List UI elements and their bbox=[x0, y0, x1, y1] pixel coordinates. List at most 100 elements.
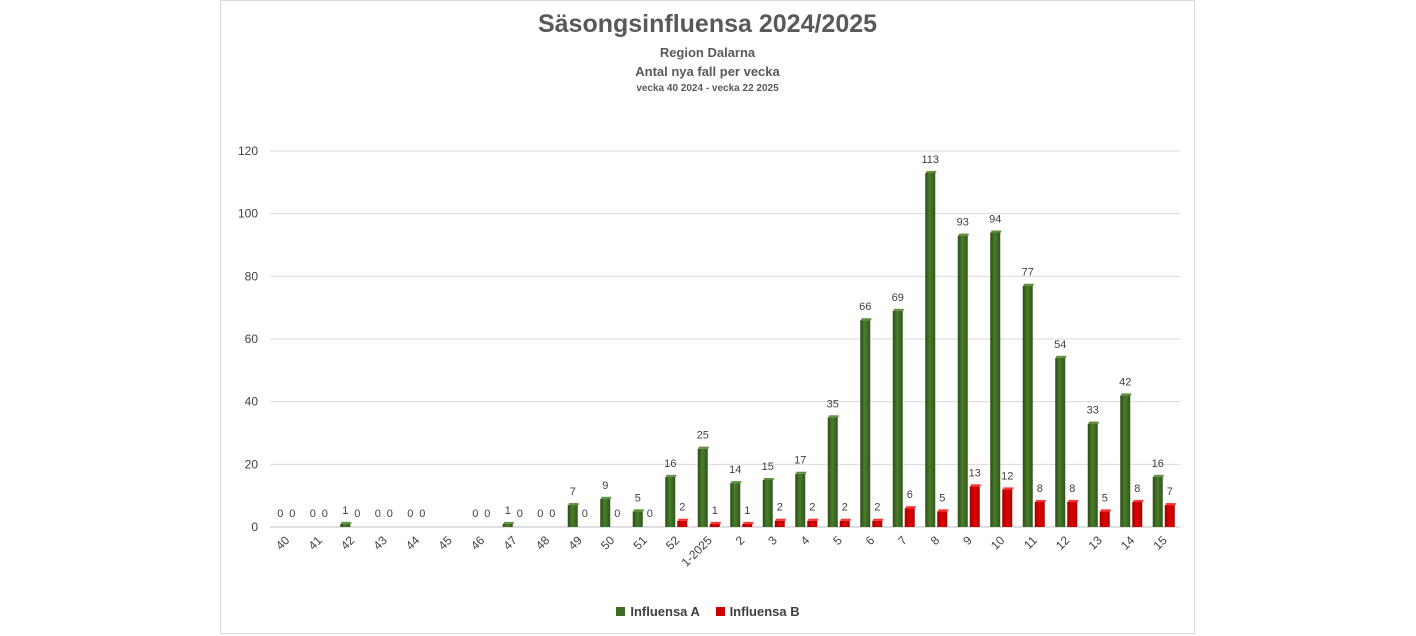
bar-top-influensa-a-52 bbox=[666, 474, 677, 477]
x-tick-label-43: 43 bbox=[371, 533, 391, 553]
bar-top-influensa-a-14 bbox=[1121, 393, 1132, 396]
data-label-influensa-b-12: 8 bbox=[1069, 483, 1075, 495]
x-tick-label-12: 12 bbox=[1053, 533, 1073, 553]
data-label-influensa-b-13: 5 bbox=[1102, 492, 1108, 504]
x-tick-label-15: 15 bbox=[1151, 533, 1171, 553]
data-label-influensa-a-1-2025: 25 bbox=[697, 430, 709, 442]
x-tick-label-13: 13 bbox=[1086, 533, 1106, 553]
x-tick-label-52: 52 bbox=[663, 533, 683, 553]
data-label-influensa-b-10: 12 bbox=[1001, 470, 1013, 482]
data-label-influensa-b-51: 0 bbox=[647, 508, 653, 520]
bar-top-influensa-b-3 bbox=[775, 518, 786, 521]
bar-influensa-a-51 bbox=[632, 511, 643, 527]
bar-influensa-b-1-2025 bbox=[709, 523, 720, 527]
data-label-influensa-a-4: 17 bbox=[794, 455, 806, 467]
x-tick-label-3: 3 bbox=[765, 533, 780, 548]
bar-top-influensa-a-9 bbox=[958, 233, 969, 236]
data-label-influensa-a-5: 35 bbox=[827, 398, 839, 410]
y-tick-label-60: 60 bbox=[245, 332, 259, 346]
bar-influensa-a-42 bbox=[340, 523, 351, 527]
x-tick-label-7: 7 bbox=[895, 533, 910, 548]
x-tick-label-5: 5 bbox=[830, 533, 845, 548]
bar-top-influensa-a-8 bbox=[926, 170, 937, 173]
data-label-influensa-a-11: 77 bbox=[1022, 267, 1034, 279]
legend-label-influensa-a: Influensa A bbox=[630, 604, 700, 619]
data-label-influensa-a-47: 1 bbox=[505, 505, 511, 517]
legend-swatch-influensa-b bbox=[715, 607, 725, 616]
data-label-influensa-a-44: 0 bbox=[407, 508, 413, 520]
data-label-influensa-a-7: 69 bbox=[892, 292, 904, 304]
bar-top-influensa-a-51 bbox=[633, 509, 644, 512]
bar-influensa-b-14 bbox=[1132, 501, 1143, 527]
data-label-influensa-a-52: 16 bbox=[664, 458, 676, 470]
bar-top-influensa-a-47 bbox=[503, 521, 514, 524]
bar-top-influensa-a-11 bbox=[1023, 283, 1034, 286]
data-label-influensa-b-46: 0 bbox=[484, 508, 490, 520]
x-tick-label-8: 8 bbox=[928, 533, 943, 548]
bar-top-influensa-a-12 bbox=[1056, 355, 1067, 358]
x-tick-label-11: 11 bbox=[1021, 533, 1040, 552]
x-tick-label-45: 45 bbox=[436, 533, 456, 553]
data-label-influensa-b-41: 0 bbox=[322, 508, 328, 520]
bar-top-influensa-a-7 bbox=[893, 308, 904, 311]
bar-top-influensa-a-15 bbox=[1153, 474, 1164, 477]
y-tick-label-20: 20 bbox=[245, 457, 259, 471]
bar-top-influensa-a-49 bbox=[568, 503, 579, 506]
data-label-influensa-a-42: 1 bbox=[342, 505, 348, 517]
bar-top-influensa-b-9 bbox=[970, 484, 981, 487]
data-label-influensa-a-49: 7 bbox=[570, 486, 576, 498]
bar-top-influensa-b-5 bbox=[840, 518, 851, 521]
data-label-influensa-b-40: 0 bbox=[289, 508, 295, 520]
bar-influensa-a-7 bbox=[892, 310, 903, 527]
bar-top-influensa-b-7 bbox=[905, 506, 916, 509]
x-tick-label-44: 44 bbox=[403, 533, 423, 553]
bar-top-influensa-a-5 bbox=[828, 415, 839, 418]
bar-influensa-a-10 bbox=[990, 232, 1001, 527]
bar-influensa-a-9 bbox=[957, 235, 968, 527]
data-label-influensa-b-7: 6 bbox=[907, 489, 913, 501]
x-tick-label-2: 2 bbox=[733, 533, 748, 548]
x-tick-label-14: 14 bbox=[1118, 533, 1138, 553]
legend-item-influensa-a: Influensa A bbox=[616, 604, 700, 619]
bar-influensa-b-15 bbox=[1164, 505, 1175, 527]
bar-influensa-a-52 bbox=[665, 476, 676, 527]
x-tick-label-48: 48 bbox=[533, 533, 553, 553]
bar-top-influensa-b-4 bbox=[808, 518, 819, 521]
bar-top-influensa-b-52 bbox=[678, 518, 689, 521]
bar-top-influensa-b-11 bbox=[1035, 499, 1046, 502]
x-tick-label-10: 10 bbox=[988, 533, 1008, 553]
x-tick-label-51: 51 bbox=[631, 533, 651, 553]
data-label-influensa-a-46: 0 bbox=[472, 508, 478, 520]
bar-top-influensa-a-2 bbox=[731, 481, 742, 484]
data-label-influensa-a-3: 15 bbox=[762, 461, 774, 473]
bar-influensa-a-3 bbox=[762, 480, 773, 527]
data-label-influensa-b-44: 0 bbox=[419, 508, 425, 520]
bar-top-influensa-b-8 bbox=[938, 509, 949, 512]
bar-top-influensa-a-13 bbox=[1088, 421, 1099, 424]
bar-influensa-a-12 bbox=[1055, 357, 1066, 527]
bar-top-influensa-b-15 bbox=[1165, 503, 1176, 506]
bar-top-influensa-b-14 bbox=[1133, 499, 1144, 502]
data-label-influensa-b-48: 0 bbox=[549, 508, 555, 520]
bar-influensa-b-9 bbox=[969, 486, 980, 527]
y-tick-label-80: 80 bbox=[245, 269, 259, 283]
data-label-influensa-b-52: 2 bbox=[679, 502, 685, 514]
bar-influensa-a-2 bbox=[730, 483, 741, 527]
bar-influensa-a-1-2025 bbox=[697, 448, 708, 527]
data-label-influensa-a-48: 0 bbox=[537, 508, 543, 520]
data-label-influensa-a-14: 42 bbox=[1119, 376, 1131, 388]
data-label-influensa-a-43: 0 bbox=[375, 508, 381, 520]
chart-subtitle-region: Region Dalarna bbox=[659, 45, 756, 60]
data-label-influensa-b-15: 7 bbox=[1167, 486, 1173, 498]
bar-top-influensa-a-50 bbox=[601, 496, 612, 499]
x-tick-label-49: 49 bbox=[566, 533, 586, 553]
bar-influensa-b-11 bbox=[1034, 501, 1045, 527]
chart-subtitle-measure: Antal nya fall per vecka bbox=[635, 64, 780, 79]
chart-subtitle-period: vecka 40 2024 - vecka 22 2025 bbox=[636, 83, 779, 94]
data-label-influensa-b-14: 8 bbox=[1134, 483, 1140, 495]
bar-top-influensa-b-10 bbox=[1003, 487, 1014, 490]
data-label-influensa-a-2: 14 bbox=[729, 464, 741, 476]
data-label-influensa-b-1-2025: 1 bbox=[712, 505, 718, 517]
bar-top-influensa-a-3 bbox=[763, 478, 774, 480]
legend-label-influensa-b: Influensa B bbox=[729, 604, 800, 619]
